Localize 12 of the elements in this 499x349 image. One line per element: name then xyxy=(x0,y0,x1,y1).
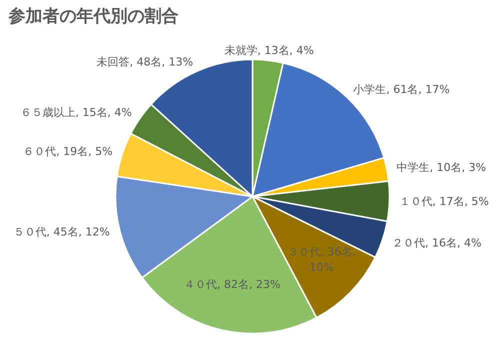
slice-label: ４０代, 82名, 23% xyxy=(184,278,280,292)
slice-label: ６０代, 19名, 5% xyxy=(23,144,113,158)
slice-label: ６５歳以上, 15名, 4% xyxy=(20,106,132,120)
slice-label: 未就学, 13名, 4% xyxy=(224,44,314,57)
slice-label: ２０代, 16名, 4% xyxy=(392,236,482,250)
slice-label: ３０代, 36名, 10% xyxy=(287,245,356,274)
chart-title: 参加者の年代別の割合 xyxy=(8,6,178,26)
slice-label: 中学生, 10名, 3% xyxy=(396,160,486,174)
slice-label: 小学生, 61名, 17% xyxy=(353,82,450,96)
slice-label: ５０代, 45名, 12% xyxy=(13,225,110,238)
slice-label: １０代, 17名, 5% xyxy=(399,195,489,208)
slice-label: 未回答, 48名, 13% xyxy=(96,56,194,69)
